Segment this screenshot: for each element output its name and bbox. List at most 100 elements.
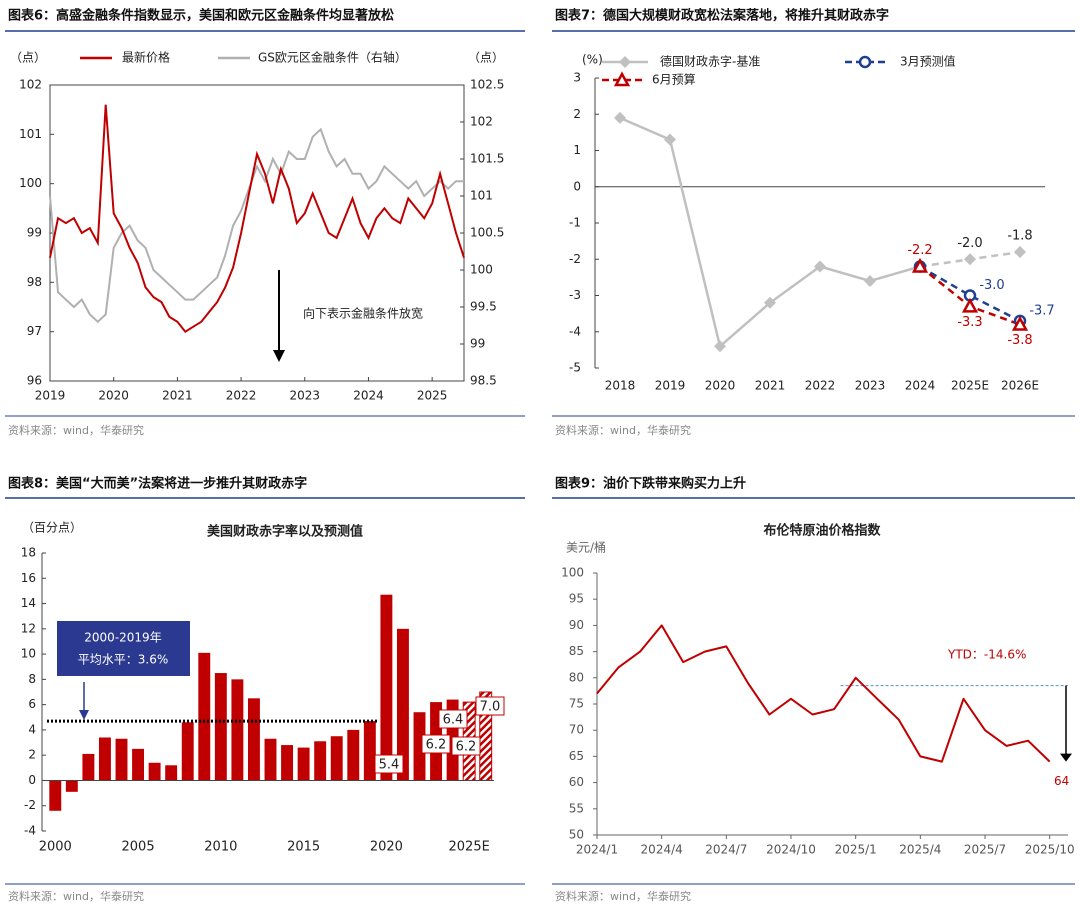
y-tick-label: 98 — [27, 275, 42, 289]
y-tick-label: 3 — [573, 71, 581, 85]
plot-frame — [49, 84, 465, 382]
x-tick-label: 2024/4 — [641, 843, 683, 857]
value-label: -1.8 — [1007, 229, 1032, 244]
x-tick-label: 2024 — [353, 389, 384, 403]
annotation-box — [57, 621, 190, 676]
chart-title: 布伦特原油价格指数 — [763, 523, 881, 539]
bar — [98, 737, 111, 781]
x-tick-label: 2025/4 — [899, 843, 941, 857]
bar — [214, 673, 227, 781]
y-tick-label: -4 — [24, 824, 36, 838]
y-tick-label: -2 — [24, 798, 36, 812]
value-label: -3.3 — [957, 315, 982, 330]
y-tick-label: 85 — [569, 644, 584, 658]
bar — [247, 698, 260, 781]
label-box — [475, 696, 505, 716]
x-tick-label: 2023 — [289, 389, 320, 403]
bar — [181, 722, 194, 781]
y-tick-label: 98.5 — [470, 374, 497, 388]
y-tick-label: 102 — [470, 115, 493, 129]
x-tick-label: 2022 — [805, 379, 836, 393]
y-tick-label: 14 — [21, 596, 36, 610]
y-tick-label: 1 — [573, 143, 581, 157]
marker — [664, 133, 676, 146]
y-tick-label: 101 — [19, 127, 42, 141]
x-tick-label: 2021 — [755, 379, 786, 393]
x-tick-label: 2005 — [122, 840, 155, 855]
y-tick-label: -1 — [569, 216, 581, 230]
marker — [961, 297, 979, 313]
panel-title: 图表9：油价下跌带来购买力上升 — [555, 476, 746, 492]
x-tick-label: 2020 — [98, 389, 129, 403]
y-tick-label: -4 — [569, 324, 581, 338]
y-tick-label: 96 — [27, 374, 42, 388]
x-tick-label: 2021 — [162, 389, 193, 403]
bar — [198, 652, 211, 781]
marker — [1014, 246, 1026, 258]
bar — [49, 780, 62, 811]
chart-title: 美国财政赤字率以及预测值 — [207, 524, 363, 540]
panel-title: 图表7：德国大规模财政宽松法案落地，将推升其财政赤字 — [555, 8, 889, 24]
legend-label: 3月预测值 — [900, 54, 956, 69]
y-tick-label: 75 — [569, 697, 584, 711]
y-tick-label: 100 — [19, 176, 42, 190]
x-tick-label: 2025/1 — [835, 843, 877, 857]
series-line — [49, 104, 465, 334]
bar — [413, 712, 426, 781]
y-tick-label: 0 — [28, 773, 36, 787]
y-tick-label: 8 — [28, 672, 36, 686]
arrow-head — [1060, 753, 1072, 762]
bar — [363, 721, 376, 781]
annotation: YTD：-14.6% — [947, 648, 1026, 662]
value-label: 7.0 — [480, 700, 501, 715]
source: 资料来源：wind，华泰研究 — [555, 423, 691, 437]
legend-label: GS欧元区金融条件（右轴） — [258, 50, 407, 65]
value-label: 6.2 — [426, 738, 447, 753]
value-label: -3.7 — [1029, 303, 1054, 318]
y-tick-label: 70 — [569, 723, 584, 737]
marker — [864, 275, 876, 287]
marker — [714, 340, 726, 353]
label-box — [451, 736, 481, 756]
x-tick-label: 2024/7 — [705, 843, 747, 857]
bar — [380, 594, 393, 781]
label-box — [438, 709, 468, 729]
y-tick-label: 97 — [27, 324, 42, 338]
y-tick-label: 16 — [21, 571, 36, 585]
y-tick-label: 102 — [19, 78, 42, 92]
y-tick-label: 99.5 — [470, 300, 497, 314]
y-tick-label: -3 — [569, 288, 581, 302]
bar — [115, 738, 128, 781]
y-axis-label: (%) — [582, 53, 603, 67]
y-tick-label: 99 — [470, 337, 485, 351]
marker — [764, 296, 776, 309]
y-axis-label: （点） — [10, 51, 46, 65]
x-tick-label: 2023 — [855, 379, 886, 393]
bar — [330, 736, 343, 781]
bar — [297, 747, 310, 781]
marker — [911, 257, 929, 273]
source: 资料来源：wind，华泰研究 — [8, 423, 144, 437]
annotation: 2000-2019年 — [84, 631, 161, 645]
x-tick-label: 2024/1 — [576, 843, 618, 857]
source: 资料来源：wind，华泰研究 — [8, 889, 144, 903]
y-axis-label: （百分点） — [22, 521, 82, 535]
y-tick-label: 18 — [21, 546, 36, 560]
panel-title: 图表8：美国“大而美”法案将进一步推升其财政赤字 — [8, 476, 307, 492]
x-tick-label: 2015 — [287, 840, 320, 855]
marker — [964, 253, 976, 266]
bar — [82, 753, 95, 781]
x-tick-label: 2020 — [370, 840, 403, 855]
y-tick-label: -2 — [569, 252, 581, 266]
series-line — [619, 116, 921, 349]
value-label: -2.0 — [957, 236, 982, 251]
x-tick-label: 2025/7 — [964, 843, 1006, 857]
panel-title: 图表6：高盛金融条件指数显示，美国和欧元区金融条件均显著放松 — [8, 8, 394, 24]
y-tick-label: 50 — [569, 828, 584, 842]
bar — [281, 745, 294, 781]
y-axis-label: 美元/桶 — [566, 540, 606, 555]
bar — [231, 679, 244, 781]
bar — [314, 741, 327, 781]
label-box — [421, 734, 451, 754]
